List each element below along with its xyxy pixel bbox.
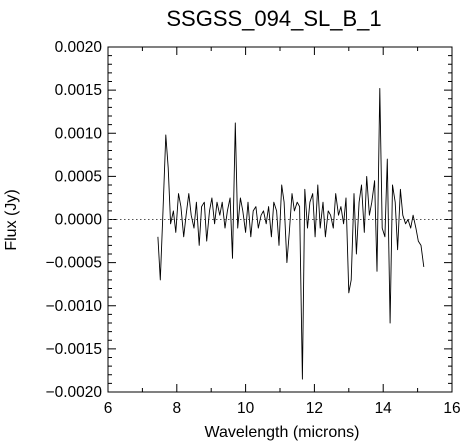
y-tick-label: 0.0020 <box>55 39 103 56</box>
x-tick-label: 12 <box>306 400 323 417</box>
y-axis-label: Flux (Jy) <box>3 189 20 250</box>
plot-frame <box>107 46 453 393</box>
x-tick-label: 6 <box>104 400 113 417</box>
y-tick-label: −0.0005 <box>46 255 102 272</box>
x-tick-label: 10 <box>237 400 255 417</box>
y-tick-label: 0.0010 <box>55 125 103 142</box>
y-tick-label: 0.0000 <box>55 212 103 229</box>
chart-title: SSGSS_094_SL_B_1 <box>166 6 381 31</box>
y-tick-label: 0.0005 <box>55 168 102 185</box>
tick-labels: 6 8 10 12 14 16 −0.0020 −0.0015 −0.0010 −0.0005 0.… <box>46 39 461 417</box>
y-tick-label: 0.0015 <box>55 82 102 99</box>
flux-series-line <box>157 87 425 380</box>
x-axis-label: Wavelength (microns) <box>204 424 359 441</box>
x-tick-label: 16 <box>443 400 460 417</box>
x-tick-label: 8 <box>172 400 181 417</box>
y-tick-label: −0.0010 <box>46 298 103 315</box>
x-tick-label: 14 <box>375 400 393 417</box>
y-tick-label: −0.0015 <box>46 341 102 358</box>
y-tick-label: −0.0020 <box>46 384 103 401</box>
